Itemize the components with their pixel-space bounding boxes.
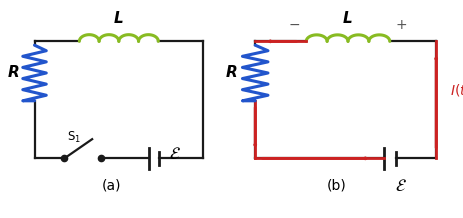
Text: L: L (342, 11, 352, 26)
Text: $\mathcal{E}$: $\mathcal{E}$ (394, 177, 407, 194)
Text: $I(t)$: $I(t)$ (449, 82, 463, 98)
Text: R: R (7, 65, 19, 80)
Text: (b): (b) (326, 179, 345, 193)
Text: (a): (a) (101, 179, 121, 193)
Text: S$_1$: S$_1$ (66, 130, 81, 145)
Text: −: − (288, 18, 300, 32)
Text: $\mathcal{E}$: $\mathcal{E}$ (169, 146, 181, 163)
Text: R: R (225, 65, 238, 80)
Text: L: L (114, 11, 124, 26)
Text: +: + (394, 18, 407, 32)
